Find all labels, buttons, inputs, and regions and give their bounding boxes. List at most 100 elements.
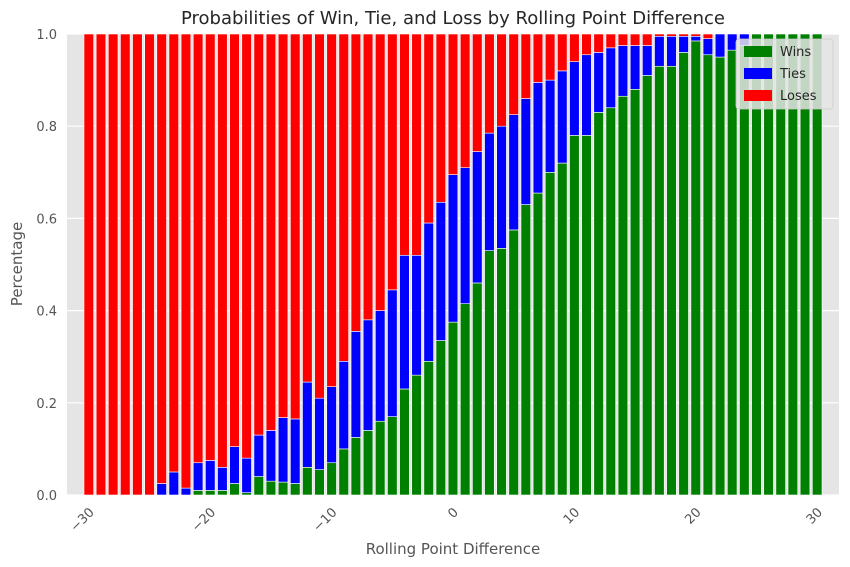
bar-ties: [387, 289, 398, 417]
legend-label-loses: Loses: [780, 89, 817, 104]
y-tick-label: 1.0: [36, 28, 57, 43]
bar-loses: [508, 33, 519, 115]
bar-loses: [180, 33, 192, 489]
bar-ties: [459, 167, 471, 304]
bar-wins: [350, 437, 362, 496]
bar-loses: [605, 33, 616, 49]
bar-ties: [581, 54, 592, 136]
x-tick-label: −10: [310, 505, 340, 535]
bar-loses: [654, 33, 665, 37]
bar-loses: [447, 33, 459, 175]
bar-loses: [557, 33, 568, 72]
x-tick-label: 10: [561, 505, 583, 527]
bar-ties: [362, 319, 374, 431]
bar-loses: [399, 33, 410, 256]
bar-loses: [338, 33, 349, 362]
bar-wins: [217, 490, 228, 496]
bar-ties: [168, 471, 179, 496]
bar-ties: [290, 418, 301, 484]
legend-label-ties: Ties: [779, 67, 806, 82]
bar-wins: [605, 107, 616, 496]
bar-loses: [642, 33, 653, 46]
bar-loses: [702, 33, 714, 39]
bars-group: [83, 33, 823, 496]
bar-ties: [629, 45, 641, 90]
bar-ties: [435, 201, 447, 341]
bar-loses: [156, 33, 167, 484]
bar-ties: [205, 460, 216, 491]
bar-loses: [290, 33, 301, 420]
bar-ties: [229, 446, 240, 484]
bar-ties: [192, 462, 204, 491]
x-tick-label: −30: [68, 505, 98, 535]
x-tick-label: 30: [804, 505, 826, 527]
bar-wins: [799, 33, 811, 496]
bar-loses: [423, 33, 434, 224]
bar-wins: [787, 33, 799, 496]
bar-ties: [642, 45, 653, 76]
bar-loses: [302, 33, 313, 383]
bar-wins: [411, 374, 422, 496]
bar-wins: [508, 229, 519, 496]
bar-wins: [629, 89, 641, 496]
bar-ties: [411, 254, 422, 376]
bar-wins: [532, 192, 544, 496]
bar-ties: [678, 36, 689, 53]
bar-ties: [253, 434, 264, 477]
bar-ties: [180, 487, 192, 496]
bar-ties: [544, 79, 556, 173]
bar-wins: [229, 483, 240, 496]
bar-ties: [447, 174, 459, 323]
bar-loses: [435, 33, 447, 203]
bar-ties: [702, 38, 714, 56]
bar-loses: [229, 33, 240, 447]
bar-loses: [120, 33, 131, 496]
bar-wins: [241, 492, 252, 496]
bar-wins: [290, 483, 301, 496]
bar-ties: [338, 361, 349, 450]
bar-wins: [666, 65, 677, 496]
bar-loses: [265, 33, 277, 431]
bar-wins: [557, 162, 568, 496]
bar-loses: [678, 33, 689, 37]
bar-wins: [484, 250, 495, 496]
bar-wins: [751, 33, 762, 496]
bar-ties: [654, 35, 665, 67]
bar-loses: [241, 33, 252, 459]
bar-loses: [326, 33, 337, 387]
bar-loses: [411, 33, 422, 256]
bar-ties: [472, 151, 483, 284]
bar-wins: [702, 54, 714, 496]
bar-loses: [144, 33, 155, 496]
bar-wins: [714, 56, 726, 496]
bar-ties: [508, 114, 519, 231]
bar-ties: [557, 70, 568, 164]
bar-wins: [447, 321, 459, 496]
bar-wins: [544, 172, 556, 496]
bar-ties: [399, 254, 410, 390]
x-axis-label: Rolling Point Difference: [366, 540, 541, 558]
bar-ties: [423, 222, 434, 362]
bar-wins: [435, 340, 447, 496]
legend-swatch-ties: [744, 68, 772, 79]
bar-ties: [520, 98, 531, 205]
bar-wins: [581, 135, 592, 496]
bar-ties: [532, 82, 544, 194]
bar-wins: [423, 361, 434, 496]
bar-ties: [569, 61, 580, 136]
legend: Wins Ties Loses: [735, 38, 834, 110]
bar-loses: [581, 33, 592, 56]
bar-ties: [605, 47, 616, 109]
bar-wins: [727, 49, 738, 496]
bar-ties: [666, 35, 677, 67]
bar-loses: [520, 33, 531, 99]
bar-wins: [569, 135, 580, 496]
bar-loses: [496, 33, 507, 127]
y-axis-label: Percentage: [8, 222, 26, 306]
bar-loses: [168, 33, 179, 473]
bar-loses: [362, 33, 374, 321]
bar-loses: [95, 33, 107, 496]
bar-wins: [642, 75, 653, 496]
bar-loses: [569, 33, 580, 62]
bar-loses: [459, 33, 471, 168]
